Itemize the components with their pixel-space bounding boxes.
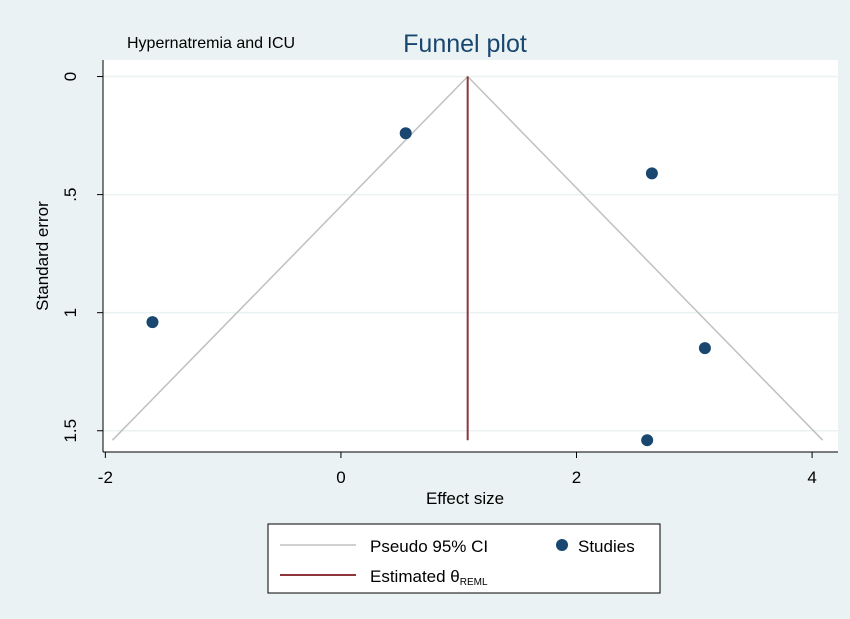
point: [645, 167, 658, 180]
y-axis-label: Standard error: [33, 201, 52, 311]
legend-label: Studies: [578, 537, 635, 556]
y-tick-label: .5: [61, 188, 80, 202]
point: [641, 434, 654, 447]
y-tick-label: 0: [61, 72, 80, 81]
legend: [267, 523, 661, 594]
legend-label: Pseudo 95% CI: [370, 537, 488, 556]
legend-label: Estimated θREML: [370, 567, 488, 588]
point: [146, 316, 159, 329]
x-tick-label: 4: [807, 468, 816, 487]
x-axis-label: Effect size: [426, 489, 504, 508]
x-tick-label: 2: [572, 468, 581, 487]
legend-label-main: Estimated θ: [370, 567, 460, 586]
legend-label-subscript: REML: [460, 577, 488, 588]
chart-title: Funnel plot: [403, 30, 527, 58]
point: [399, 127, 412, 140]
y-tick-label: 1.5: [61, 419, 80, 443]
x-tick-label: 0: [336, 468, 345, 487]
point: [698, 342, 711, 355]
y-tick-label: 1: [61, 308, 80, 317]
x-tick-label: -2: [98, 468, 113, 487]
plot-area: [103, 60, 838, 452]
legend-swatch: [556, 539, 568, 551]
subtitle: Hypernatremia and ICU: [127, 35, 295, 52]
